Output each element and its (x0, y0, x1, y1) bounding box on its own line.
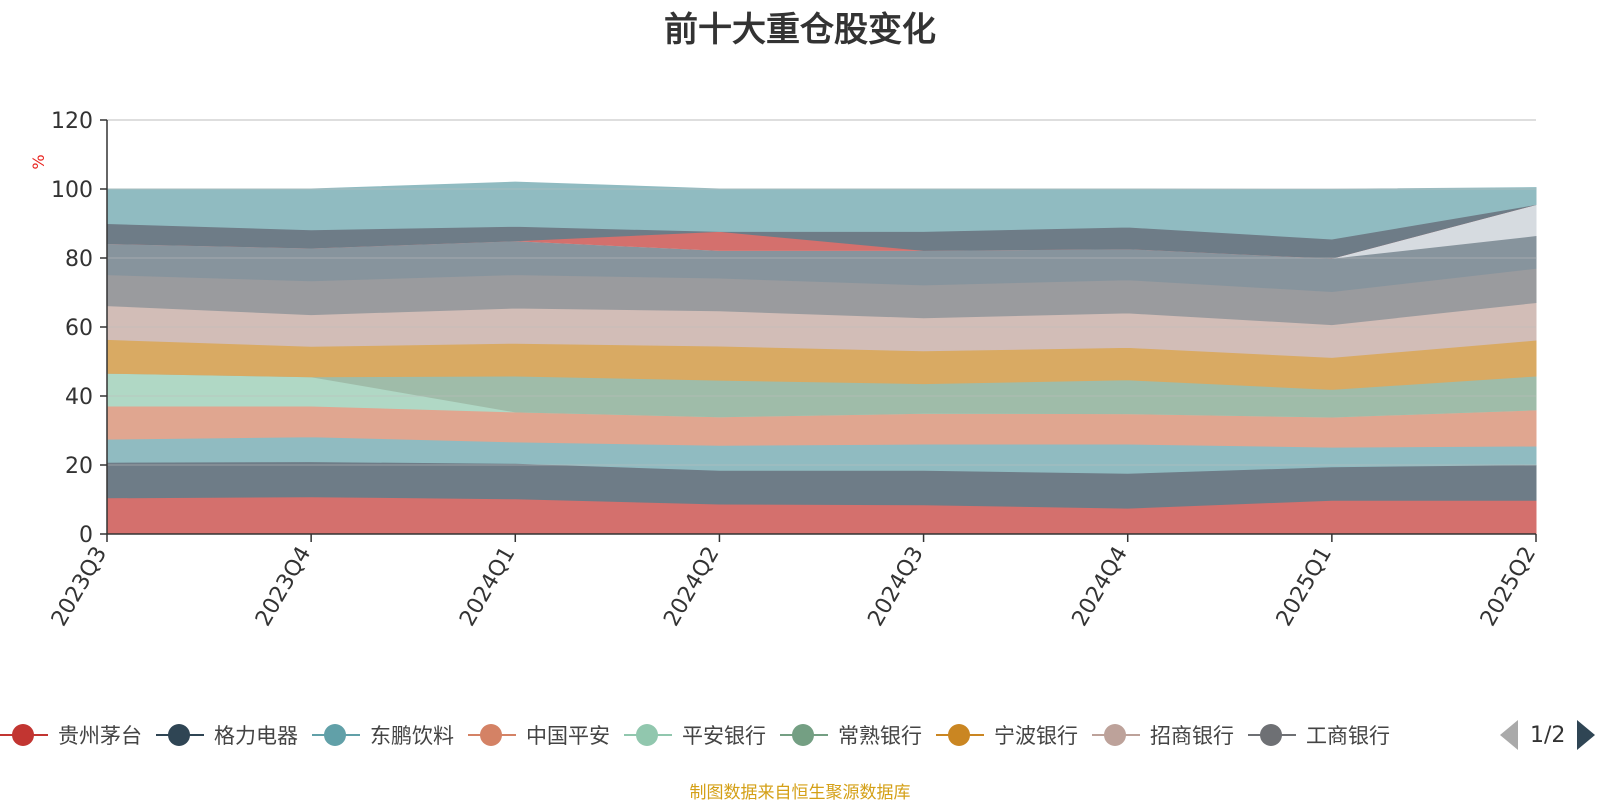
legend-label: 宁波银行 (994, 724, 1078, 748)
y-tick-label-20: 20 (65, 454, 93, 479)
chart-title: 前十大重仓股变化 (664, 10, 936, 50)
legend-item-4[interactable]: 中国平安 (468, 718, 610, 752)
grid-layer (107, 119, 1536, 466)
legend-pager: 1/2 (1500, 718, 1596, 752)
legend-item-6[interactable]: 常熟银行 (780, 718, 922, 752)
legend-item-8[interactable]: 招商银行 (1092, 718, 1234, 752)
y-tick-label-100: 100 (51, 178, 93, 203)
x-tick-label-2024Q3: 2024Q3 (863, 543, 928, 631)
legend-marker-icon (936, 723, 984, 747)
y-tick-label-40: 40 (65, 385, 93, 410)
legend-marker-icon (312, 723, 360, 747)
legend-item-2[interactable]: 格力电器 (156, 718, 298, 752)
x-tick-label-2025Q2: 2025Q2 (1476, 543, 1541, 631)
y-tick-label-120: 120 (51, 109, 93, 134)
area-series-14 (106, 181, 1537, 240)
legend-item-3[interactable]: 东鹏饮料 (312, 718, 454, 752)
x-tick-label-2023Q3: 2023Q3 (47, 543, 112, 631)
legend-marker-icon (1248, 723, 1296, 747)
y-tick-label-60: 60 (65, 316, 93, 341)
legend-marker-icon (780, 723, 828, 747)
legend-marker-icon (468, 723, 516, 747)
legend-label: 工商银行 (1306, 724, 1390, 748)
legend-label: 常熟银行 (838, 724, 922, 748)
y-tick-label-80: 80 (65, 247, 93, 272)
x-tick-label-2024Q4: 2024Q4 (1068, 543, 1133, 631)
legend-label: 贵州茅台 (58, 724, 142, 748)
legend-item-1[interactable]: 贵州茅台 (0, 718, 142, 752)
legend-marker-icon (1092, 723, 1140, 747)
legend-page-indicator: 1/2 (1530, 722, 1566, 748)
legend-item-5[interactable]: 平安银行 (624, 718, 766, 752)
x-tick-label-2024Q2: 2024Q2 (659, 543, 724, 631)
legend: 贵州茅台 格力电器 东鹏饮料 中国平安 平安银行 常熟银行 宁波银行 招商银行 工商银行 (0, 718, 1490, 752)
x-tick-label-2024Q1: 2024Q1 (455, 543, 520, 631)
area-layer (106, 181, 1537, 535)
legend-label: 格力电器 (214, 724, 298, 748)
legend-marker-icon (156, 723, 204, 747)
y-axis-unit-label: % (29, 154, 48, 169)
x-tick-label-2025Q1: 2025Q1 (1272, 543, 1337, 631)
legend-prev-icon[interactable] (1500, 720, 1518, 750)
x-tick-label-2023Q4: 2023Q4 (251, 543, 316, 631)
legend-label: 招商银行 (1150, 724, 1234, 748)
source-note: 制图数据来自恒生聚源数据库 (689, 783, 911, 803)
legend-next-icon[interactable] (1577, 720, 1596, 750)
legend-label: 中国平安 (526, 724, 610, 748)
legend-marker-icon (0, 723, 48, 747)
legend-item-9[interactable]: 工商银行 (1248, 718, 1390, 752)
legend-label: 东鹏饮料 (370, 724, 454, 748)
legend-item-7[interactable]: 宁波银行 (936, 718, 1078, 752)
legend-label: 平安银行 (682, 724, 766, 748)
y-tick-label-0: 0 (79, 523, 93, 548)
legend-marker-icon (624, 723, 672, 747)
